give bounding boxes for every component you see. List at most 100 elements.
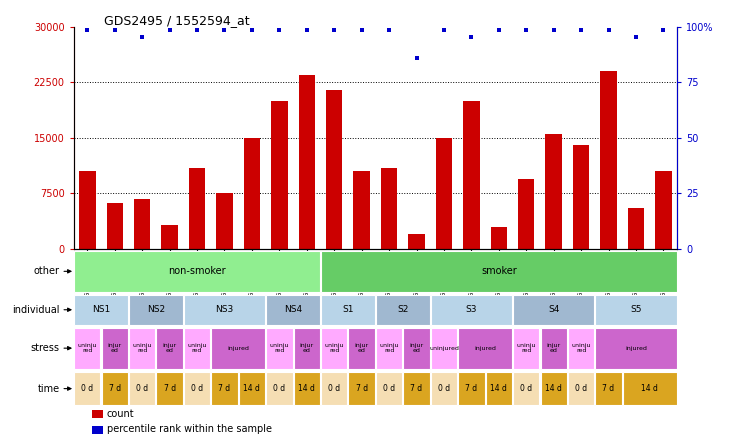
Bar [294, 328, 320, 369]
Point [548, 27, 559, 34]
Text: count: count [107, 408, 135, 419]
Bar [294, 372, 320, 405]
Bar [595, 295, 676, 325]
Bar [129, 328, 155, 369]
Point [355, 27, 367, 34]
Bar [107, 203, 123, 249]
Text: S4: S4 [548, 305, 559, 314]
Text: 7 d: 7 d [355, 384, 368, 393]
Bar [403, 328, 430, 369]
Bar [601, 71, 617, 249]
Text: uninjured: uninjured [429, 346, 459, 351]
Bar [348, 328, 375, 369]
Bar [321, 251, 676, 292]
Text: injur
ed: injur ed [107, 343, 122, 353]
Bar [568, 372, 594, 405]
Bar [431, 328, 457, 369]
Text: 7 d: 7 d [411, 384, 422, 393]
Text: percentile rank within the sample: percentile rank within the sample [107, 424, 272, 434]
Bar [623, 372, 676, 405]
Bar [79, 171, 96, 249]
Bar [129, 372, 155, 405]
Text: 0 d: 0 d [383, 384, 395, 393]
Text: 7 d: 7 d [163, 384, 176, 393]
Point [411, 55, 422, 62]
Text: other: other [34, 266, 60, 276]
Text: 0 d: 0 d [136, 384, 148, 393]
Text: injur
ed: injur ed [300, 343, 314, 353]
Point [493, 27, 505, 34]
Bar [134, 199, 150, 249]
Point [136, 33, 148, 40]
Point [301, 27, 313, 34]
Bar [321, 328, 347, 369]
Text: uninju
red: uninju red [325, 343, 344, 353]
Text: S2: S2 [397, 305, 408, 314]
Bar [540, 372, 567, 405]
Text: time: time [38, 384, 60, 394]
Point [630, 33, 642, 40]
Text: 0 d: 0 d [81, 384, 93, 393]
Bar [211, 372, 238, 405]
Text: NS2: NS2 [147, 305, 165, 314]
Text: uninju
red: uninju red [132, 343, 152, 353]
Point [109, 27, 121, 34]
Text: S3: S3 [466, 305, 477, 314]
Text: 7 d: 7 d [465, 384, 478, 393]
Text: 7 d: 7 d [109, 384, 121, 393]
Bar [266, 372, 292, 405]
Bar [74, 295, 128, 325]
Bar [463, 101, 480, 249]
Bar [513, 328, 539, 369]
Point [246, 27, 258, 34]
Bar [459, 372, 484, 405]
Bar [518, 178, 534, 249]
Text: injur
ed: injur ed [409, 343, 424, 353]
Bar [244, 138, 260, 249]
Text: injured: injured [227, 346, 249, 351]
Text: injured: injured [625, 346, 647, 351]
Bar [459, 328, 512, 369]
Text: 14 d: 14 d [641, 384, 658, 393]
Text: non-smoker: non-smoker [169, 266, 226, 276]
Bar [92, 410, 102, 418]
Text: uninju
red: uninju red [517, 343, 536, 353]
Text: uninju
red: uninju red [269, 343, 289, 353]
Bar [189, 167, 205, 249]
Text: 0 d: 0 d [520, 384, 532, 393]
Text: 0 d: 0 d [191, 384, 203, 393]
Bar [376, 372, 403, 405]
Bar [573, 145, 590, 249]
Text: individual: individual [13, 305, 60, 315]
Bar [655, 171, 672, 249]
Text: 0 d: 0 d [438, 384, 450, 393]
Bar [326, 90, 342, 249]
Point [657, 27, 669, 34]
Point [328, 27, 340, 34]
Bar [513, 295, 594, 325]
Text: 0 d: 0 d [575, 384, 587, 393]
Bar [74, 372, 101, 405]
Text: uninju
red: uninju red [571, 343, 591, 353]
Text: injur
ed: injur ed [355, 343, 369, 353]
Bar [486, 372, 512, 405]
Text: NS4: NS4 [284, 305, 302, 314]
Bar [74, 328, 101, 369]
Text: GDS2495 / 1552594_at: GDS2495 / 1552594_at [104, 14, 250, 27]
Point [576, 27, 587, 34]
Bar [376, 328, 403, 369]
Bar [129, 295, 183, 325]
Point [520, 27, 532, 34]
Bar [408, 234, 425, 249]
Text: smoker: smoker [481, 266, 517, 276]
Bar [595, 328, 676, 369]
Text: 14 d: 14 d [298, 384, 315, 393]
Bar [348, 372, 375, 405]
Bar [545, 134, 562, 249]
Bar [595, 372, 622, 405]
Point [274, 27, 286, 34]
Point [383, 27, 395, 34]
Point [163, 27, 175, 34]
Bar [266, 328, 292, 369]
Text: NS3: NS3 [216, 305, 233, 314]
